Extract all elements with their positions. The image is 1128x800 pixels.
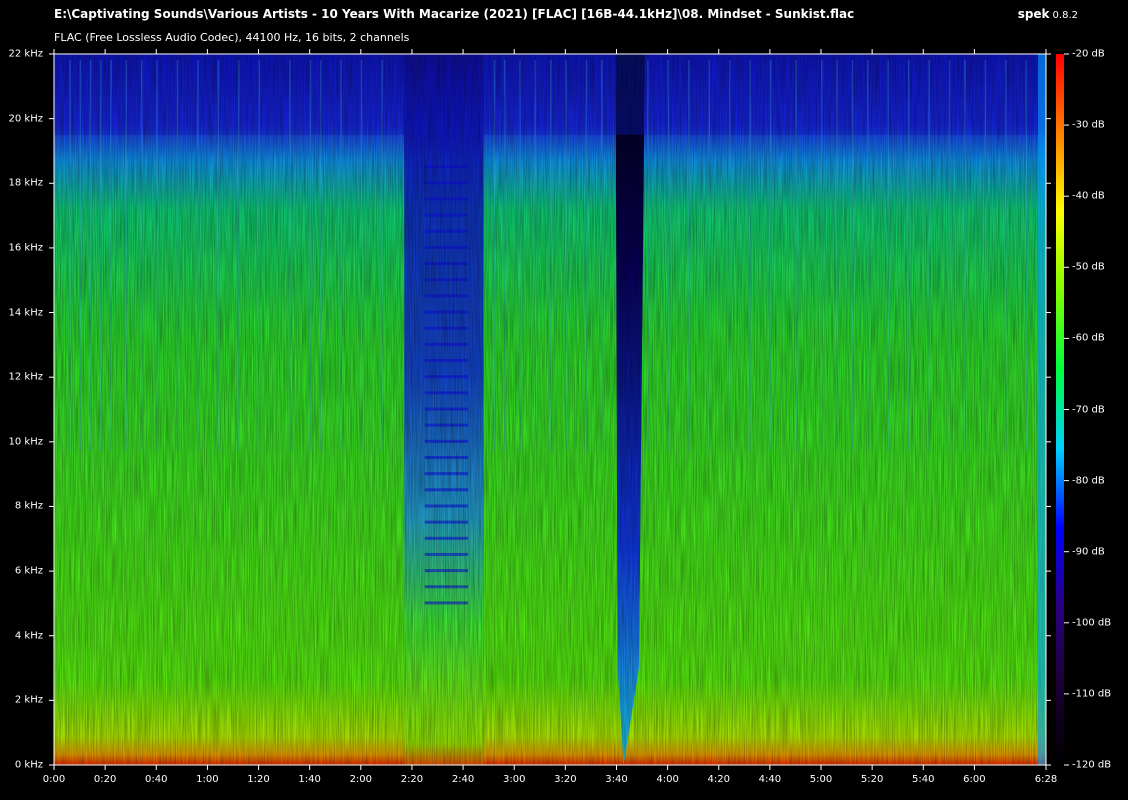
- fade-out-edge: [1038, 54, 1046, 765]
- x-tick-label: 5:20: [860, 774, 884, 785]
- x-tick-label: 5:00: [809, 774, 833, 785]
- db-tick-label: -110 dB: [1072, 688, 1112, 700]
- y-tick-label: 8 kHz: [14, 500, 43, 512]
- x-tick-label: 1:40: [298, 774, 321, 785]
- file-title: E:\Captivating Sounds\Various Artists - …: [54, 7, 855, 21]
- app-version: 0.8.2: [1052, 10, 1078, 21]
- plot-frame: [53, 53, 1047, 766]
- app-brand: spek 0.8.2: [1018, 7, 1078, 21]
- y-tick-label: 18 kHz: [8, 177, 43, 189]
- db-tick-label: -100 dB: [1072, 617, 1112, 629]
- x-tick-label: 4:20: [707, 774, 730, 785]
- db-tick-label: -30 dB: [1072, 119, 1105, 131]
- db-tick-label: -60 dB: [1072, 332, 1105, 344]
- y-tick-label: 4 kHz: [14, 630, 43, 642]
- y-tick-label: 12 kHz: [8, 371, 43, 383]
- db-tick-label: -50 dB: [1072, 261, 1105, 273]
- db-tick-label: -80 dB: [1072, 475, 1105, 487]
- y-tick-label: 6 kHz: [14, 565, 43, 577]
- plot-border: [53, 53, 1047, 766]
- x-tick-label: 3:00: [502, 774, 526, 785]
- db-tick-label: -120 dB: [1072, 759, 1112, 771]
- x-tick-label: 4:40: [758, 774, 782, 785]
- x-tick-label: 2:40: [451, 774, 475, 785]
- x-tick-label: 6:28: [1034, 774, 1058, 785]
- y-tick-label: 14 kHz: [8, 307, 43, 319]
- spectrogram-plot: [54, 54, 1046, 765]
- x-tick-label: 1:20: [247, 774, 270, 785]
- x-tick-label: 5:40: [912, 774, 935, 785]
- db-tick-label: -90 dB: [1072, 546, 1105, 558]
- db-color-scale: [1056, 54, 1064, 765]
- format-info: FLAC (Free Lossless Audio Codec), 44100 …: [54, 31, 410, 44]
- axis-ticks: [49, 49, 1069, 770]
- y-tick-label: 10 kHz: [8, 436, 43, 448]
- x-tick-label: 2:00: [349, 774, 373, 785]
- app-name: spek: [1017, 7, 1050, 21]
- x-tick-label: 0:20: [93, 774, 117, 785]
- x-tick-label: 3:40: [605, 774, 628, 785]
- x-tick-label: 0:40: [145, 774, 168, 785]
- x-tick-label: 2:20: [400, 774, 424, 785]
- y-tick-label: 22 kHz: [8, 48, 43, 60]
- db-tick-label: -40 dB: [1072, 190, 1105, 202]
- y-tick-label: 20 kHz: [8, 113, 43, 125]
- x-tick-label: 4:00: [656, 774, 679, 785]
- db-tick-label: -70 dB: [1072, 404, 1105, 415]
- x-tick-label: 0:00: [42, 774, 66, 785]
- y-tick-label: 16 kHz: [8, 242, 43, 254]
- spectrum-texture: [54, 54, 1046, 765]
- y-tick-label: 0 kHz: [14, 759, 43, 771]
- y-tick-label: 2 kHz: [14, 694, 43, 706]
- x-tick-label: 6:00: [963, 774, 986, 785]
- db-tick-label: -20 dB: [1072, 48, 1105, 60]
- x-tick-label: 3:20: [554, 774, 577, 785]
- x-tick-label: 1:00: [196, 774, 219, 785]
